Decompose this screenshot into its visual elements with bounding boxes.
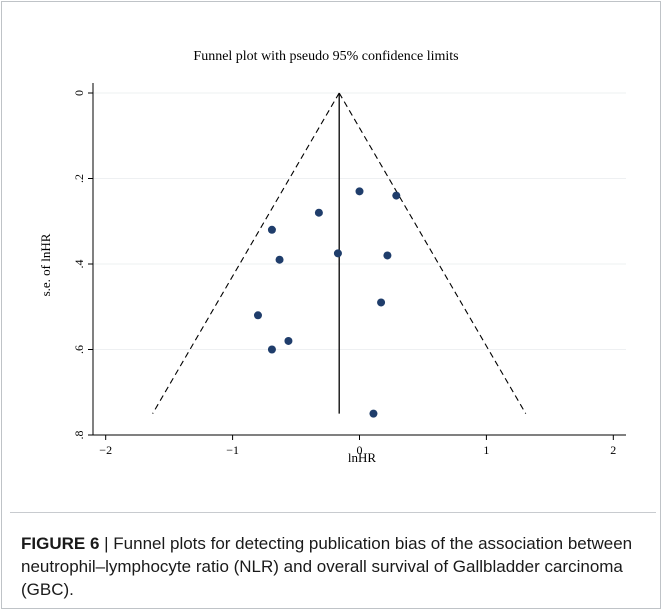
study-point (355, 187, 364, 196)
study-points (253, 187, 401, 418)
y-tick-label: 0 (72, 90, 86, 96)
caption-separator: | (99, 534, 114, 553)
chart-title: Funnel plot with pseudo 95% confidence l… (193, 49, 458, 64)
x-tick-label: −1 (226, 443, 239, 457)
figure-label: FIGURE 6 (21, 534, 100, 553)
study-point (383, 251, 392, 260)
study-point (253, 311, 262, 320)
y-tick-label: .4 (72, 260, 86, 269)
study-point (267, 225, 276, 234)
study-point (314, 208, 323, 217)
study-point (369, 409, 378, 418)
x-tick-label: −2 (99, 443, 112, 457)
funnel-plot-svg: Funnel plot with pseudo 95% confidence l… (38, 49, 626, 465)
lower-confidence-limit (152, 92, 340, 414)
axes: 0 .2 .4 .6 .8 −2 −1 0 1 2 (72, 83, 626, 457)
study-point (392, 191, 401, 200)
y-tick-label: .8 (72, 431, 86, 440)
study-point (333, 249, 342, 258)
funnel-plot: Funnel plot with pseudo 95% confidence l… (10, 10, 656, 480)
figure-caption: FIGURE 6 | Funnel plots for detecting pu… (21, 532, 646, 601)
y-tick-label: .2 (72, 174, 86, 183)
study-point (284, 336, 293, 345)
x-tick-label: 2 (610, 443, 616, 457)
study-point (267, 345, 276, 354)
caption-divider (10, 512, 656, 513)
x-tick-label: 1 (483, 443, 489, 457)
upper-confidence-limit (338, 92, 527, 414)
study-point (275, 255, 284, 264)
x-tick-label: 0 (357, 443, 363, 457)
study-point (377, 298, 386, 307)
caption-text: Funnel plots for detecting publication b… (21, 534, 633, 599)
y-tick-label: .6 (72, 345, 86, 354)
grid-lines (93, 92, 626, 350)
x-axis-label: lnHR (348, 450, 377, 465)
y-axis-label: s.e. of lnHR (38, 233, 53, 296)
